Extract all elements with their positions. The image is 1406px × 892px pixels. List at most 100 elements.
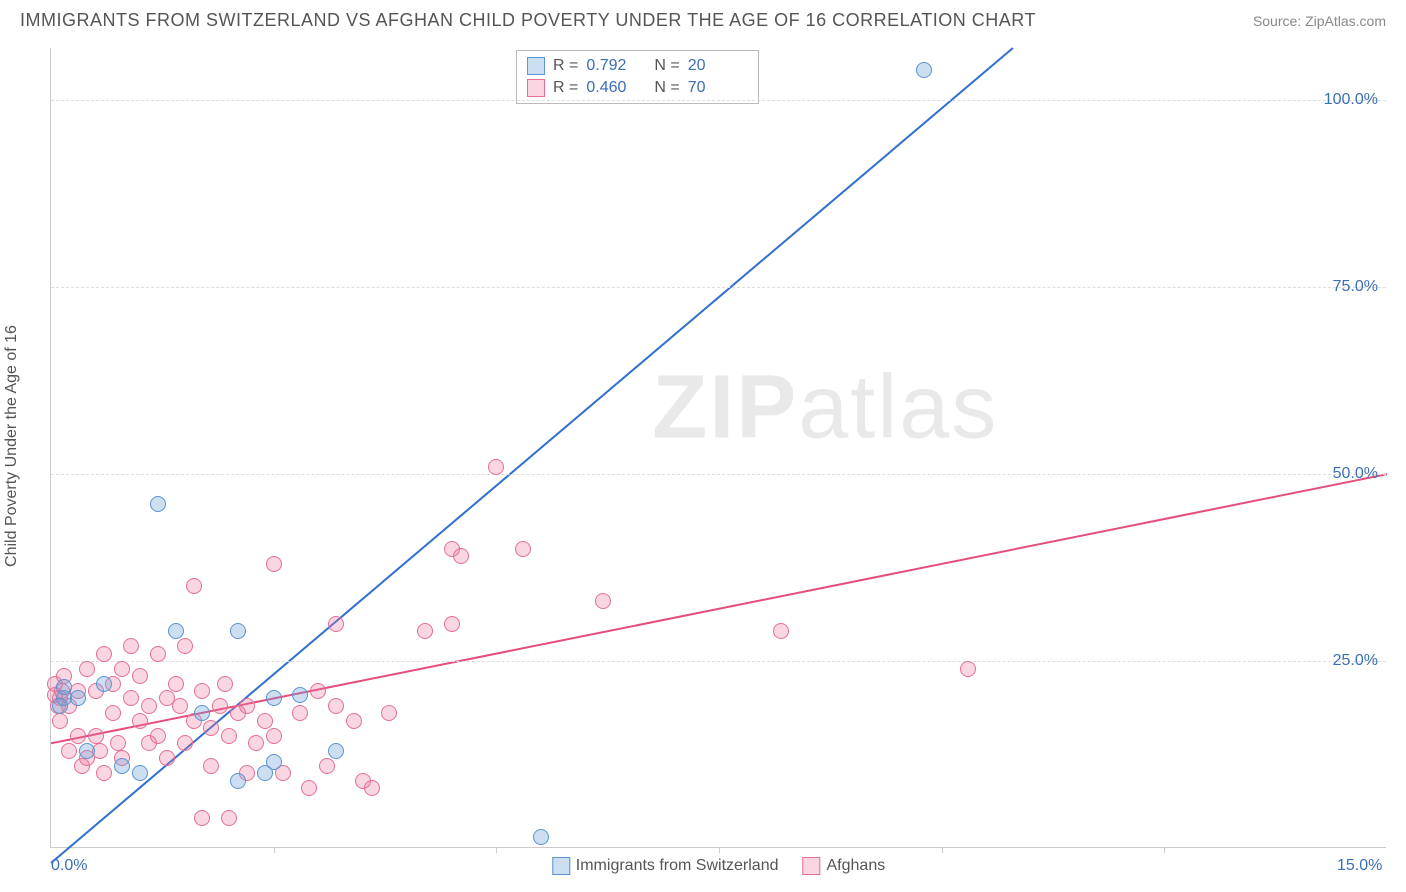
legend-stat-row: R =0.460N =70 xyxy=(527,77,748,99)
y-axis-title: Child Poverty Under the Age of 16 xyxy=(3,325,21,567)
y-tick-label: 100.0% xyxy=(1324,91,1378,109)
data-point-s2 xyxy=(212,698,228,714)
legend-swatch xyxy=(803,857,821,875)
gridline-h xyxy=(51,287,1386,288)
data-point-s2 xyxy=(177,735,193,751)
legend-r-value: 0.460 xyxy=(586,77,646,99)
data-point-s2 xyxy=(79,661,95,677)
gridline-h xyxy=(51,661,1386,662)
data-point-s2 xyxy=(310,683,326,699)
data-point-s1 xyxy=(132,765,148,781)
legend-swatch xyxy=(527,57,545,75)
x-minor-tick xyxy=(1164,847,1165,853)
y-tick-label: 25.0% xyxy=(1333,652,1378,670)
data-point-s1 xyxy=(56,679,72,695)
legend-series-label: Afghans xyxy=(827,857,886,875)
x-minor-tick xyxy=(719,847,720,853)
legend-stats: R =0.792N =20R =0.460N =70 xyxy=(516,50,759,104)
data-point-s2 xyxy=(88,728,104,744)
x-minor-tick xyxy=(942,847,943,853)
data-point-s2 xyxy=(239,698,255,714)
data-point-s2 xyxy=(221,810,237,826)
data-point-s2 xyxy=(488,459,504,475)
data-point-s2 xyxy=(381,705,397,721)
data-point-s2 xyxy=(417,623,433,639)
legend-series-item: Immigrants from Switzerland xyxy=(552,857,779,875)
trend-lines xyxy=(51,48,1386,847)
chart-title: IMMIGRANTS FROM SWITZERLAND VS AFGHAN CH… xyxy=(20,10,1036,31)
data-point-s2 xyxy=(292,705,308,721)
x-minor-tick xyxy=(496,847,497,853)
data-point-s1 xyxy=(194,705,210,721)
data-point-s2 xyxy=(328,616,344,632)
data-point-s2 xyxy=(773,623,789,639)
scatter-chart: ZIPatlas R =0.792N =20R =0.460N =70 Immi… xyxy=(50,48,1386,848)
data-point-s2 xyxy=(444,616,460,632)
data-point-s2 xyxy=(168,676,184,692)
gridline-h xyxy=(51,474,1386,475)
data-point-s2 xyxy=(257,713,273,729)
data-point-s2 xyxy=(346,713,362,729)
data-point-s2 xyxy=(61,743,77,759)
data-point-s1 xyxy=(114,758,130,774)
data-point-s2 xyxy=(70,728,86,744)
data-point-s1 xyxy=(328,743,344,759)
data-point-s2 xyxy=(172,698,188,714)
x-tick-label: 15.0% xyxy=(1337,857,1382,875)
data-point-s1 xyxy=(52,698,68,714)
data-point-s1 xyxy=(916,62,932,78)
data-point-s2 xyxy=(328,698,344,714)
data-point-s1 xyxy=(70,690,86,706)
data-point-s2 xyxy=(96,765,112,781)
legend-series: Immigrants from Switzerland Afghans xyxy=(552,857,885,875)
data-point-s1 xyxy=(292,687,308,703)
data-point-s2 xyxy=(123,690,139,706)
data-point-s2 xyxy=(248,735,264,751)
data-point-s2 xyxy=(319,758,335,774)
data-point-s2 xyxy=(194,683,210,699)
data-point-s2 xyxy=(132,713,148,729)
legend-stat-row: R =0.792N =20 xyxy=(527,55,748,77)
legend-swatch xyxy=(552,857,570,875)
data-point-s2 xyxy=(150,728,166,744)
data-point-s2 xyxy=(114,661,130,677)
legend-series-item: Afghans xyxy=(803,857,886,875)
data-point-s2 xyxy=(52,713,68,729)
data-point-s1 xyxy=(96,676,112,692)
y-tick-label: 50.0% xyxy=(1333,465,1378,483)
data-point-s2 xyxy=(141,698,157,714)
legend-series-label: Immigrants from Switzerland xyxy=(576,857,779,875)
data-point-s1 xyxy=(150,496,166,512)
legend-r-value: 0.792 xyxy=(586,55,646,77)
source-attribution: Source: ZipAtlas.com xyxy=(1253,13,1386,29)
legend-swatch xyxy=(527,79,545,97)
legend-r-label: R = xyxy=(553,55,578,77)
data-point-s2 xyxy=(110,735,126,751)
x-tick-label: 0.0% xyxy=(51,857,87,875)
data-point-s2 xyxy=(453,548,469,564)
data-point-s1 xyxy=(230,623,246,639)
data-point-s2 xyxy=(159,750,175,766)
data-point-s2 xyxy=(96,646,112,662)
data-point-s2 xyxy=(105,705,121,721)
data-point-s1 xyxy=(266,754,282,770)
data-point-s1 xyxy=(533,829,549,845)
legend-r-label: R = xyxy=(553,77,578,99)
data-point-s2 xyxy=(132,668,148,684)
legend-n-label: N = xyxy=(654,77,679,99)
data-point-s1 xyxy=(266,690,282,706)
y-tick-label: 75.0% xyxy=(1333,278,1378,296)
data-point-s1 xyxy=(168,623,184,639)
data-point-s2 xyxy=(515,541,531,557)
data-point-s2 xyxy=(194,810,210,826)
data-point-s1 xyxy=(79,743,95,759)
data-point-s2 xyxy=(960,661,976,677)
data-point-s2 xyxy=(150,646,166,662)
data-point-s2 xyxy=(266,556,282,572)
data-point-s2 xyxy=(301,780,317,796)
data-point-s2 xyxy=(364,780,380,796)
trend-line-s1 xyxy=(51,48,1013,863)
data-point-s1 xyxy=(230,773,246,789)
legend-n-value: 20 xyxy=(688,55,748,77)
data-point-s2 xyxy=(221,728,237,744)
